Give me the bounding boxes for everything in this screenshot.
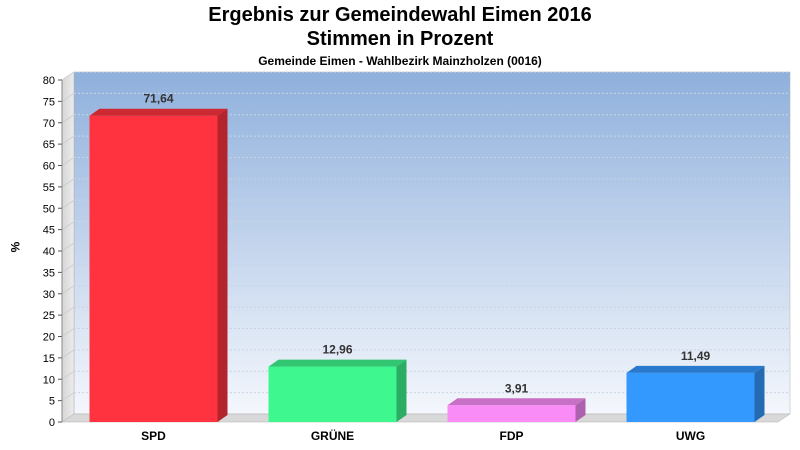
y-tick-label: 70 <box>43 118 55 130</box>
gridline-side <box>61 349 75 359</box>
chart-title-line2: Stimmen in Prozent <box>306 28 494 50</box>
gridline-side <box>61 392 75 401</box>
bar-side-grüne <box>396 359 407 422</box>
bar-spd <box>89 115 218 422</box>
bar-fdp <box>447 405 576 422</box>
gridline-side <box>61 93 75 102</box>
y-tick-label: 0 <box>49 417 55 429</box>
bar-top-grüne <box>268 359 407 367</box>
y-tick-label: 55 <box>43 182 55 194</box>
y-tick-label: 25 <box>43 310 55 322</box>
data-label-spd: 71,64 <box>143 92 173 106</box>
y-tick-label: 65 <box>43 139 55 151</box>
y-tick-label: 5 <box>49 396 55 408</box>
bar-side-uwg <box>754 365 765 422</box>
bar-grüne <box>268 366 397 422</box>
y-tick-label: 80 <box>43 75 55 87</box>
gridline-side <box>61 71 75 81</box>
y-tick-label: 15 <box>43 353 55 365</box>
gridline-side <box>61 264 75 273</box>
y-tick-label: 10 <box>43 374 55 386</box>
gridline-side <box>61 157 75 166</box>
gridline-side <box>61 242 75 252</box>
bar-top-spd <box>89 108 228 116</box>
data-label-uwg: 11,49 <box>681 349 711 363</box>
y-tick-label: 40 <box>43 246 55 258</box>
data-label-grüne: 12,96 <box>322 343 352 357</box>
gridline-side <box>61 135 75 145</box>
bar-top-fdp <box>447 398 586 406</box>
bar-top-uwg <box>626 365 765 373</box>
gridline-side <box>61 328 75 337</box>
chart-title: Ergebnis zur Gemeindewahl Eimen 2016 <box>208 4 592 26</box>
y-tick-label: 75 <box>43 96 55 108</box>
gridline-side <box>61 306 75 316</box>
gridline-side <box>61 114 75 124</box>
y-tick-label: 35 <box>43 267 55 279</box>
gridline-side <box>61 370 75 380</box>
gridline-side <box>61 199 75 209</box>
gridline-side <box>61 178 75 188</box>
y-tick-label: 30 <box>43 289 55 301</box>
x-tick-label-uwg: UWG <box>676 429 705 443</box>
data-label-fdp: 3,91 <box>505 381 529 395</box>
x-tick-label-spd: SPD <box>141 429 166 443</box>
y-tick-label: 20 <box>43 332 55 344</box>
bar-uwg <box>626 372 755 422</box>
bar-side-fdp <box>575 398 586 422</box>
bar-side-spd <box>217 108 228 422</box>
gridline-side <box>61 221 75 230</box>
y-tick-label: 60 <box>43 161 55 173</box>
gridline-side <box>61 285 75 295</box>
y-tick-label: 50 <box>43 203 55 215</box>
chart-subtitle: Gemeinde Eimen - Wahlbezirk Mainzholzen … <box>258 54 542 68</box>
y-tick-label: 45 <box>43 225 55 237</box>
x-tick-label-grüne: GRÜNE <box>311 428 354 443</box>
x-tick-label-fdp: FDP <box>500 429 524 443</box>
